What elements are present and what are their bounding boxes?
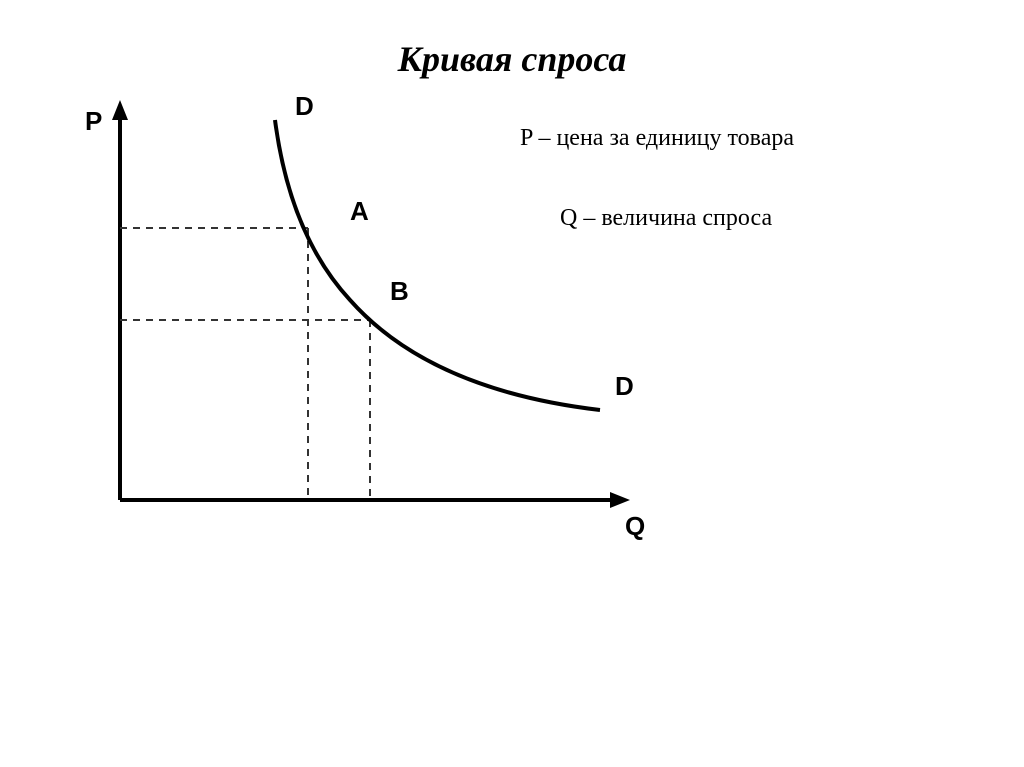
x-axis-arrow-icon	[610, 492, 630, 508]
page: Кривая спроса P – цена за единицу товара…	[0, 0, 1024, 767]
curve-label-d-top: D	[295, 91, 314, 121]
demand-curve	[275, 120, 600, 410]
page-title: Кривая спроса	[0, 38, 1024, 80]
curve-label-d-bottom: D	[615, 371, 634, 401]
y-axis-arrow-icon	[112, 100, 128, 120]
point-label-b: B	[390, 276, 409, 306]
demand-curve-chart: P Q D D A B	[60, 90, 680, 550]
axis-label-q: Q	[625, 511, 645, 541]
axis-label-p: P	[85, 106, 102, 136]
point-label-a: A	[350, 196, 369, 226]
